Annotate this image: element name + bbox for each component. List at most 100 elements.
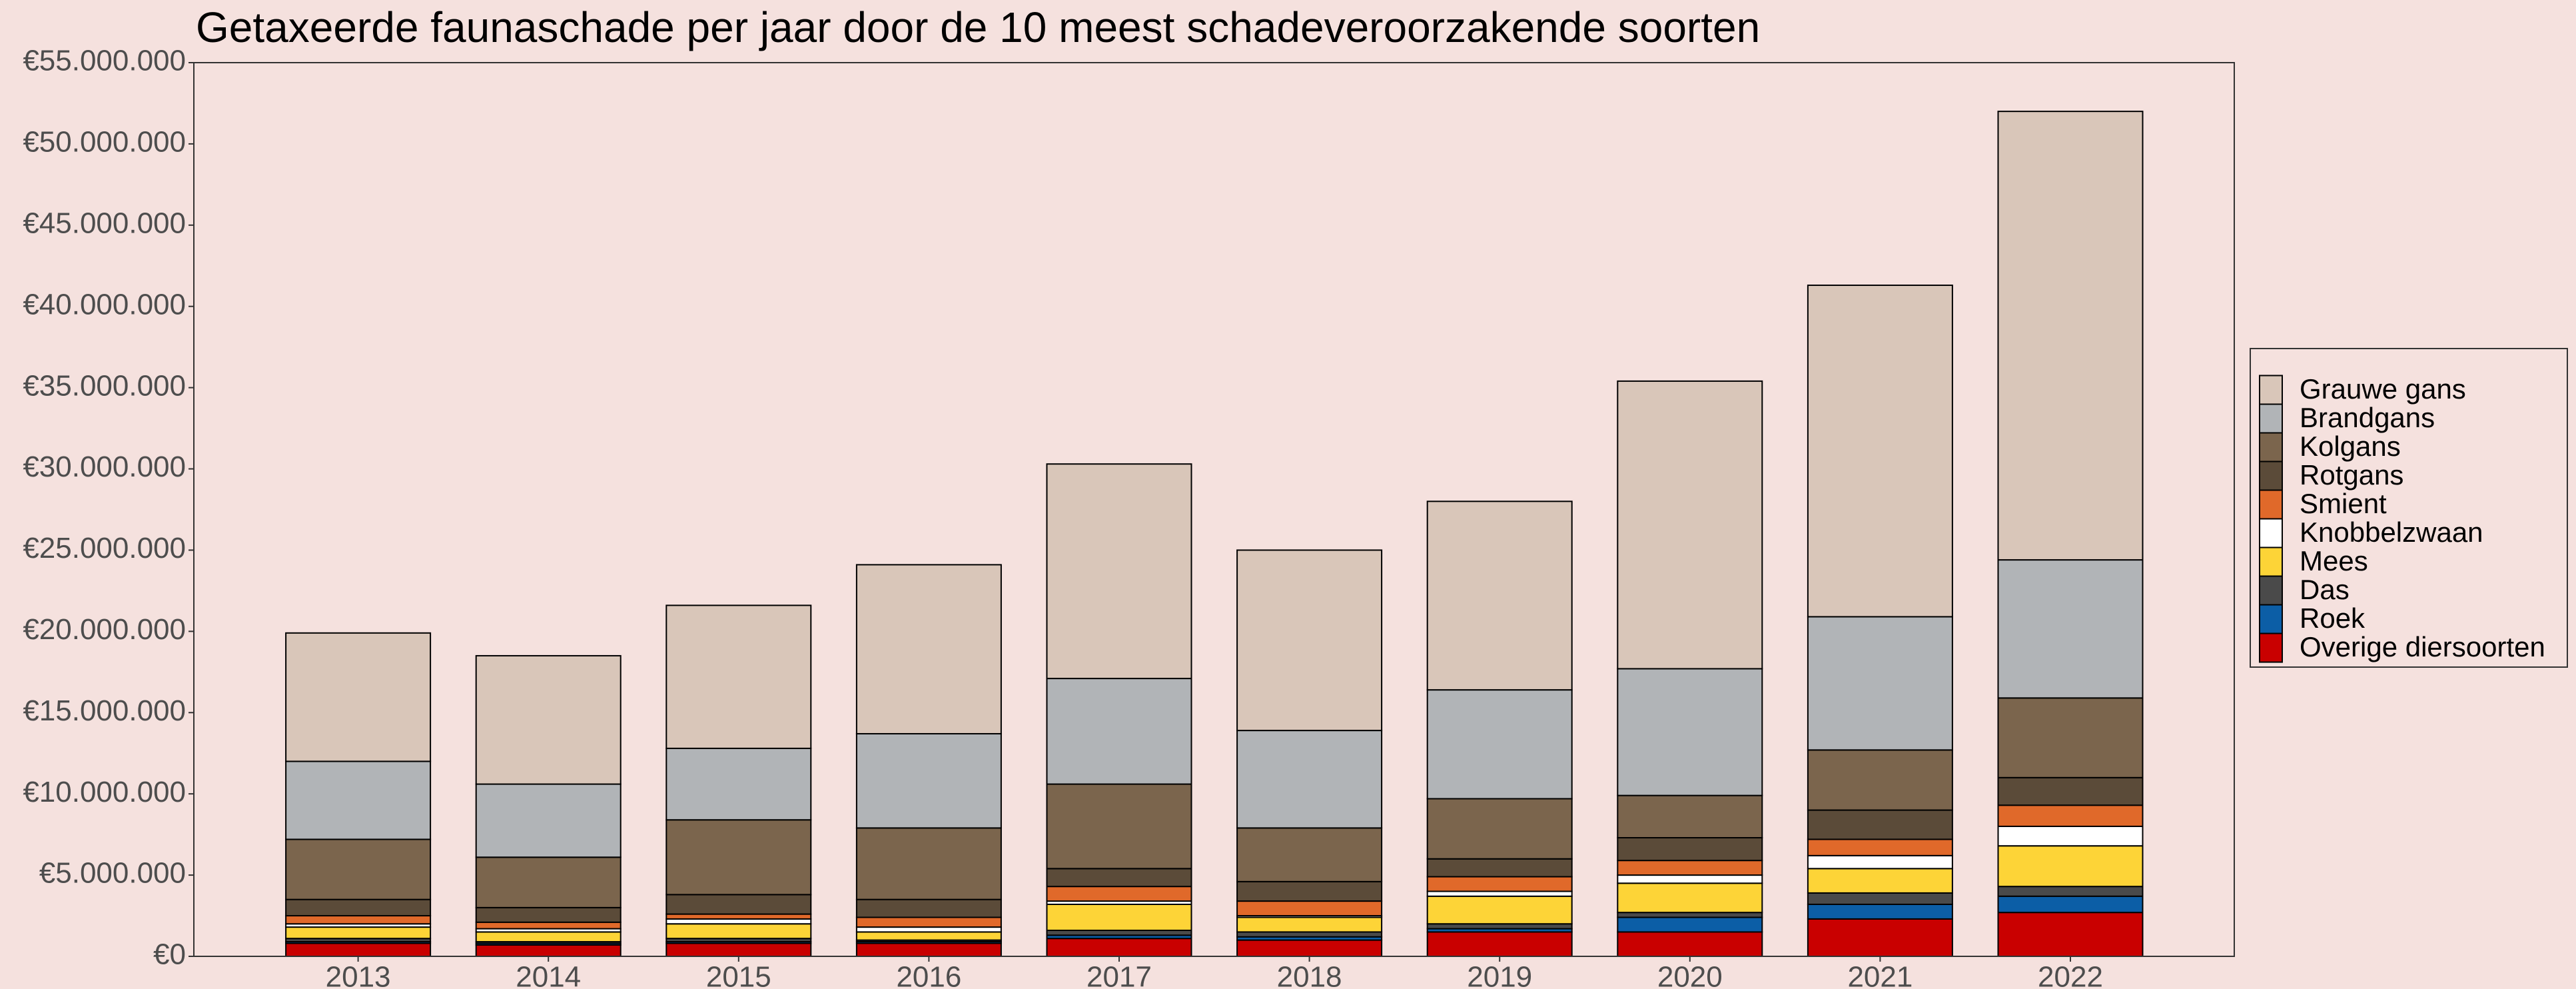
bar-segment xyxy=(1807,838,1953,856)
bar-segment xyxy=(285,926,432,940)
bar-segment xyxy=(1997,912,2144,957)
legend-swatch xyxy=(2259,375,2283,405)
bar-segment xyxy=(475,906,622,923)
x-tick-label: 2020 xyxy=(1657,961,1723,989)
legend-label: Das xyxy=(2300,574,2350,605)
bar-segment xyxy=(285,942,432,957)
bar-segment xyxy=(1807,616,1953,751)
bar-segment xyxy=(1617,874,1763,884)
legend-swatch xyxy=(2259,518,2283,548)
bar-segment xyxy=(475,921,622,930)
bar-segment xyxy=(1046,678,1192,785)
y-tick-label: €35.000.000 xyxy=(23,369,186,402)
bar-segment xyxy=(1236,549,1383,732)
y-tick-label: €0 xyxy=(153,938,186,971)
legend-label: Overige diersoorten xyxy=(2300,631,2545,662)
y-tick-label: €10.000.000 xyxy=(23,776,186,808)
bar-segment xyxy=(665,747,812,821)
bar-segment xyxy=(285,915,432,925)
bar-segment xyxy=(1046,886,1192,902)
bar-segment xyxy=(1046,903,1192,931)
y-tick-label: €45.000.000 xyxy=(23,207,186,239)
bar-segment xyxy=(665,918,812,925)
bar-segment xyxy=(1807,903,1953,920)
plot-border xyxy=(193,62,2235,957)
bar-segment xyxy=(1426,895,1573,925)
bar-segment xyxy=(1617,837,1763,862)
legend-swatch xyxy=(2259,432,2283,463)
bar-segment xyxy=(855,926,1002,933)
bar-segment xyxy=(1807,918,1953,958)
bar-segment xyxy=(1997,886,2144,897)
bar-segment xyxy=(1046,929,1192,936)
x-tick-label: 2018 xyxy=(1277,961,1342,989)
bar-segment xyxy=(1807,749,1953,811)
bar-segment xyxy=(475,783,622,858)
bar-segment xyxy=(475,944,622,958)
bar-segment xyxy=(665,819,812,896)
legend-label: Roek xyxy=(2300,602,2365,634)
legend-label: Rotgans xyxy=(2300,459,2403,491)
x-tick-label: 2021 xyxy=(1847,961,1913,989)
bar-segment xyxy=(475,856,622,908)
bar-segment xyxy=(665,894,812,915)
bar-segment xyxy=(1997,845,2144,888)
y-tick-label: €15.000.000 xyxy=(23,694,186,727)
legend-label: Smient xyxy=(2300,488,2387,519)
legend-swatch xyxy=(2259,546,2283,577)
bar-segment xyxy=(1997,697,2144,778)
legend-swatch xyxy=(2259,604,2283,634)
legend-label: Kolgans xyxy=(2300,431,2401,462)
bar-segment xyxy=(1426,500,1573,691)
legend-label: Mees xyxy=(2300,545,2368,576)
bar-segment xyxy=(855,564,1002,734)
bar-segment xyxy=(1046,783,1192,870)
bar-segment xyxy=(1617,794,1763,839)
y-tick-label: €25.000.000 xyxy=(23,532,186,564)
bar-segment xyxy=(1236,730,1383,829)
bar-segment xyxy=(1236,931,1383,938)
bar-segment xyxy=(475,931,622,943)
chart-title: Getaxeerde faunaschade per jaar door de … xyxy=(196,3,1760,51)
bar-segment xyxy=(1426,890,1573,897)
x-tick-label: 2017 xyxy=(1086,961,1152,989)
bar-segment xyxy=(1807,892,1953,905)
bar-segment xyxy=(855,732,1002,829)
legend-label: Knobbelzwaan xyxy=(2300,516,2483,548)
bar-segment xyxy=(1807,809,1953,840)
bar-segment xyxy=(1236,939,1383,957)
bar-segment xyxy=(285,760,432,840)
bar-segment xyxy=(855,942,1002,957)
y-tick-label: €55.000.000 xyxy=(23,45,186,77)
x-tick-label: 2014 xyxy=(516,961,581,989)
bar-segment xyxy=(1807,285,1953,618)
bar-segment xyxy=(665,913,812,920)
bar-segment xyxy=(1046,868,1192,888)
bar-segment xyxy=(665,923,812,940)
bar-segment xyxy=(1236,900,1383,917)
bar-segment xyxy=(1617,916,1763,933)
bar-segment xyxy=(1236,827,1383,882)
bar-segment xyxy=(1046,463,1192,680)
bar-segment xyxy=(1617,860,1763,876)
legend-label: Grauwe gans xyxy=(2300,373,2466,405)
legend-swatch xyxy=(2259,575,2283,606)
bar-segment xyxy=(1426,931,1573,957)
bar-segment xyxy=(285,632,432,762)
bar-segment xyxy=(1617,882,1763,914)
y-tick-label: €30.000.000 xyxy=(23,451,186,483)
bar-segment xyxy=(1236,880,1383,902)
bar-segment xyxy=(855,916,1002,928)
legend-swatch xyxy=(2259,632,2283,663)
bar-segment xyxy=(1807,854,1953,870)
legend-label: Brandgans xyxy=(2300,402,2435,433)
bar-segment xyxy=(855,898,1002,918)
bar-segment xyxy=(1997,804,2144,827)
legend-swatch xyxy=(2259,489,2283,520)
x-tick-label: 2019 xyxy=(1467,961,1532,989)
bar-segment xyxy=(475,654,622,785)
bar-segment xyxy=(1617,912,1763,918)
bar-segment xyxy=(1617,668,1763,796)
bar-segment xyxy=(665,604,812,749)
